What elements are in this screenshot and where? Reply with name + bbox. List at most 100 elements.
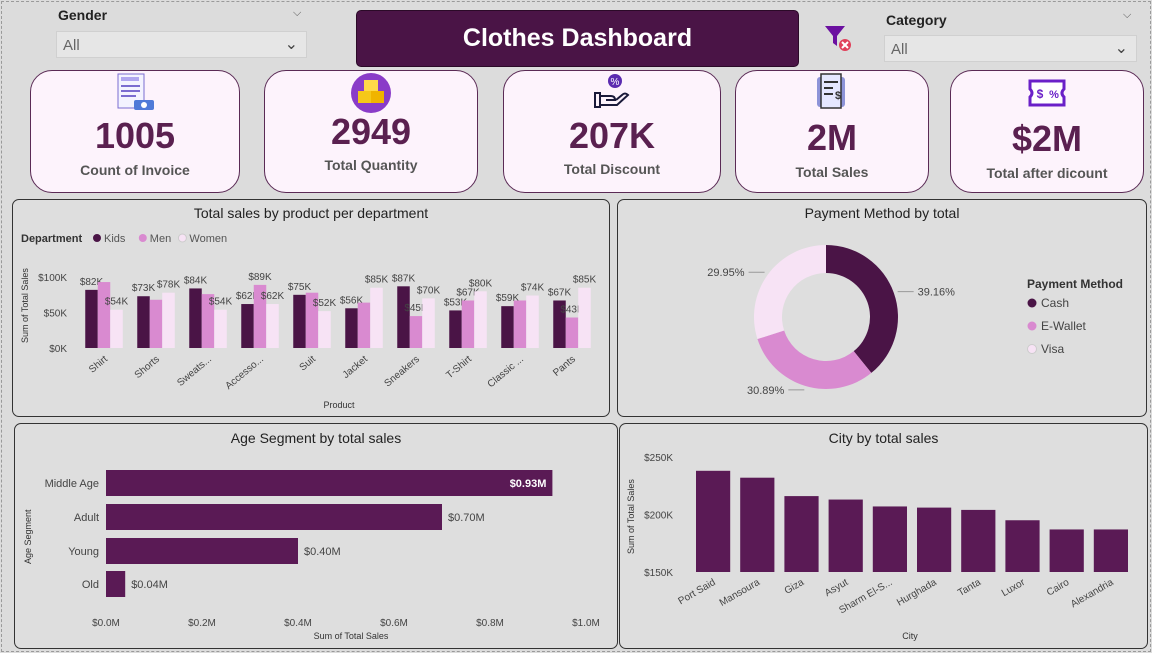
coupon-icon: $ % — [1028, 79, 1066, 107]
data-label: $56K — [340, 295, 364, 306]
slice-label: 30.89% — [747, 385, 785, 397]
data-label: $67K — [548, 287, 572, 298]
y-axis-label: Age Segment — [23, 509, 33, 564]
bar — [106, 504, 442, 530]
y-tick-label: $150K — [644, 568, 673, 579]
kpi-value: $2M — [1011, 118, 1083, 159]
data-label: $85K — [573, 275, 597, 286]
x-axis-label: Product — [323, 400, 355, 410]
data-label: $85K — [365, 275, 389, 286]
category-collapse-icon[interactable]: ⌵ — [1123, 9, 1132, 21]
legend-marker-women — [177, 233, 187, 243]
y-tick-label: $50K — [44, 309, 68, 320]
x-tick-label: T-Shirt — [444, 354, 474, 381]
gender-dropdown[interactable]: All ⌄ — [56, 31, 307, 58]
product-sales-panel: Total sales by product per department De… — [12, 199, 610, 417]
bar-women — [110, 309, 123, 348]
chart-title: City by total sales — [828, 430, 939, 446]
bar — [106, 538, 298, 564]
svg-text:%: % — [611, 77, 620, 88]
legend-item-men: Men — [150, 233, 171, 245]
chevron-down-icon: ⌄ — [284, 36, 298, 53]
age-segment-panel: Age Segment by total sales Age Segment S… — [14, 423, 618, 649]
bar-women — [474, 291, 487, 348]
bar-men — [253, 284, 267, 348]
kpi-value: 2M — [806, 117, 857, 158]
gender-slicer-label: Gender — [58, 7, 108, 23]
bar — [784, 496, 819, 572]
bar — [961, 509, 996, 572]
data-label: $67K — [456, 287, 480, 298]
data-label: $75K — [288, 282, 312, 293]
data-label: $45K — [404, 303, 428, 314]
x-tick-label: Pants — [551, 354, 578, 379]
kpi-value: 1005 — [94, 115, 176, 156]
payment-method-panel: Payment Method by total Payment Method 3… — [617, 199, 1147, 417]
kpi-card-sales: $ 2M Total Sales — [735, 70, 929, 193]
data-label: $78K — [157, 280, 181, 291]
legend-item-e-wallet: E-Wallet — [1041, 319, 1087, 333]
x-tick-label: Sneakers — [382, 354, 421, 390]
legend-marker — [1027, 321, 1037, 331]
x-tick-label: Classic ... — [486, 354, 526, 390]
data-label: $74K — [521, 283, 545, 294]
data-label: $54K — [105, 297, 129, 308]
bar-kids — [241, 304, 254, 348]
y-tick-label: $250K — [644, 453, 673, 464]
category-dropdown[interactable]: All ⌄ — [884, 35, 1137, 62]
bar-women — [422, 298, 435, 348]
city-sales-panel: City by total sales Sum of Total Sales C… — [619, 423, 1148, 649]
kpi-value: 207K — [568, 115, 656, 156]
y-tick-label: $100K — [38, 273, 67, 284]
data-label: $43K — [560, 305, 584, 316]
slice-label: 29.95% — [707, 267, 745, 279]
category-dropdown-value: All — [891, 41, 908, 58]
chart-title: Payment Method by total — [804, 205, 960, 221]
kpi-value: 2949 — [330, 111, 412, 152]
data-label: $62K — [261, 291, 285, 302]
bar-kids — [449, 310, 462, 348]
x-tick-label: $0.0M — [92, 618, 120, 629]
data-label: $80K — [469, 278, 493, 289]
bar-men — [357, 302, 371, 348]
x-tick-label: $0.4M — [284, 618, 312, 629]
slice-cash — [826, 245, 898, 373]
y-tick-label: Old — [82, 579, 99, 591]
bar-men — [201, 294, 215, 348]
x-tick-label: $0.2M — [188, 618, 216, 629]
bar — [1093, 529, 1128, 572]
category-slicer-label: Category — [886, 12, 947, 28]
bar-kids — [397, 286, 410, 348]
data-label: $82K — [80, 277, 104, 288]
bar-men — [513, 300, 527, 348]
chevron-down-icon: ⌄ — [1114, 40, 1128, 57]
data-label: $73K — [132, 283, 156, 294]
bar-men — [565, 317, 579, 348]
x-tick-label: Sweats... — [175, 354, 214, 389]
clear-filter-icon[interactable] — [824, 24, 854, 54]
x-tick-label: Alexandria — [1069, 577, 1116, 610]
x-tick-label: Asyut — [823, 577, 850, 599]
x-tick-label: Accesso... — [224, 354, 266, 392]
x-axis-label: Sum of Total Sales — [314, 631, 389, 641]
y-tick-label: $0K — [49, 344, 67, 355]
x-tick-label: $0.6M — [380, 618, 408, 629]
svg-text:$: $ — [835, 90, 841, 102]
kpi-label: Total Discount — [563, 161, 661, 177]
bar-women — [578, 287, 591, 348]
data-label: $0.70M — [448, 512, 485, 524]
x-tick-label: Luxor — [1000, 577, 1028, 599]
bar-women — [214, 309, 227, 348]
payment-method-chart: Payment Method 39.16% 30.89% 29.95% Cash E-… — [707, 245, 1123, 397]
svg-text:$: $ — [1037, 87, 1044, 101]
gender-dropdown-value: All — [63, 37, 80, 54]
data-label: $59K — [496, 293, 520, 304]
svg-text:%: % — [1049, 89, 1059, 101]
bar — [917, 507, 952, 572]
gender-collapse-icon[interactable]: ⌵ — [293, 7, 302, 19]
dashboard-title: Clothes Dashboard — [356, 10, 799, 67]
city-sales-chart: Sum of Total Sales City $250K$200K$150K … — [626, 453, 1128, 641]
bar-women — [318, 311, 331, 348]
data-label: $52K — [313, 298, 337, 309]
